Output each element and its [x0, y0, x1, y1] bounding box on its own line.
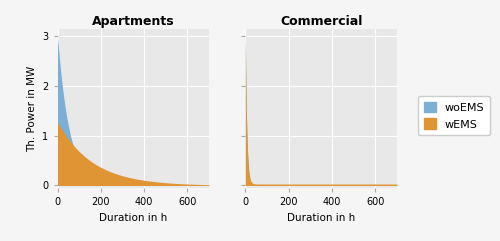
X-axis label: Duration in h: Duration in h [99, 213, 168, 222]
Title: Commercial: Commercial [280, 15, 362, 28]
Legend: woEMS, wEMS: woEMS, wEMS [418, 96, 490, 135]
Y-axis label: Th. Power in MW: Th. Power in MW [26, 65, 36, 152]
Title: Apartments: Apartments [92, 15, 174, 28]
X-axis label: Duration in h: Duration in h [287, 213, 356, 222]
